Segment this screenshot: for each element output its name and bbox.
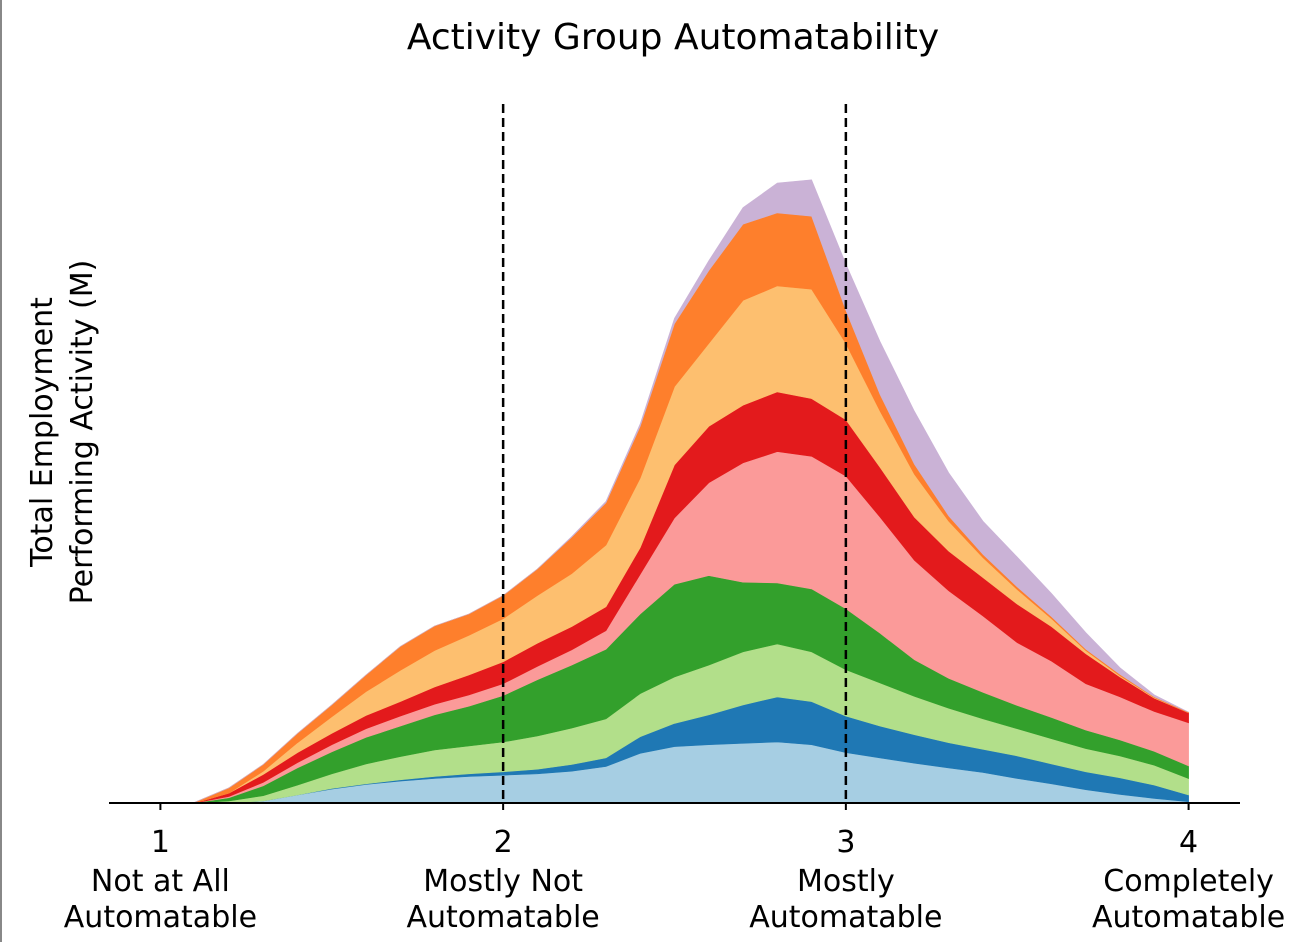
stacked-areas	[160, 179, 1189, 804]
x-tick-label-4-line-2: Automatable	[1092, 900, 1285, 935]
x-tick-label-3-line-2: Automatable	[749, 900, 942, 935]
x-tick-label-4-line-1: Completely	[1103, 864, 1274, 899]
x-tick-number-3: 3	[836, 825, 855, 860]
x-tick-label-1-line-1: Not at All	[91, 864, 230, 899]
reference-lines	[501, 104, 848, 803]
y-axis-label-line-1: Total Employment	[25, 297, 60, 568]
x-tick-number-2: 2	[494, 825, 513, 860]
x-tick-number-1: 1	[151, 825, 170, 860]
y-axis-label: Total Employment Performing Activity (M)	[25, 260, 100, 605]
x-tick-label-2-line-1: Mostly Not	[423, 864, 583, 899]
x-tick-label-2-line-2: Automatable	[407, 900, 600, 935]
x-tick-number-4: 4	[1179, 825, 1198, 860]
y-axis-label-line-2: Performing Activity (M)	[65, 260, 100, 605]
frame-left-edge	[0, 0, 2, 942]
x-tick-label-1-line-2: Automatable	[64, 900, 257, 935]
chart-title: Activity Group Automatability	[407, 17, 939, 58]
x-tick-label-3-line-1: Mostly	[797, 864, 895, 899]
